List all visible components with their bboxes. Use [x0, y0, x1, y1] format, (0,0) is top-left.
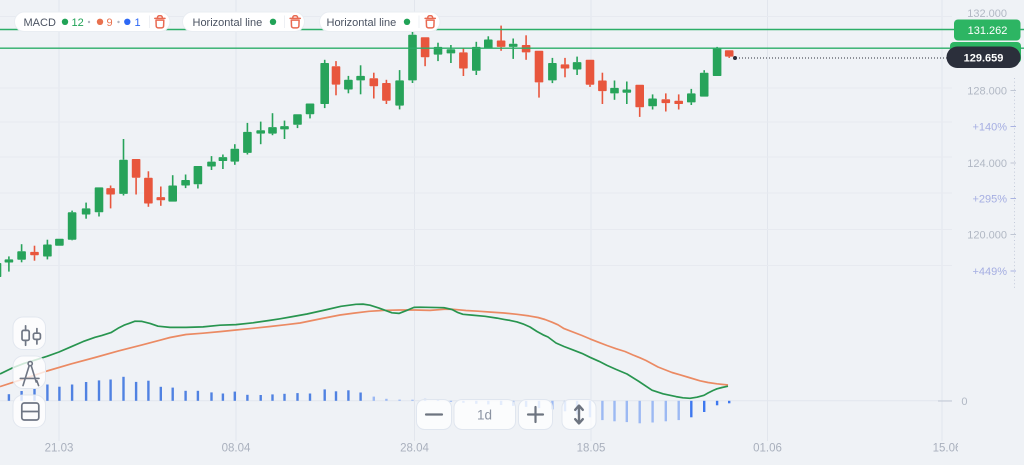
svg-text:1: 1 [135, 17, 141, 29]
svg-text:+140%: +140% [972, 122, 1007, 134]
svg-text:+295%: +295% [972, 194, 1007, 206]
svg-text:18.05: 18.05 [577, 443, 606, 455]
svg-text:08.04: 08.04 [222, 443, 251, 455]
svg-text:129.659: 129.659 [964, 53, 1004, 65]
svg-text:9: 9 [107, 17, 113, 29]
svg-text:120.000: 120.000 [967, 230, 1007, 242]
svg-text:28.04: 28.04 [400, 443, 429, 455]
svg-text:Horizontal line: Horizontal line [193, 17, 263, 29]
svg-text:128.000: 128.000 [967, 86, 1007, 98]
svg-text:124.000: 124.000 [967, 158, 1007, 170]
svg-text:MACD: MACD [24, 17, 56, 29]
svg-text:132.000: 132.000 [967, 8, 1007, 20]
svg-text:0: 0 [961, 396, 967, 408]
svg-text:21.03: 21.03 [45, 443, 74, 455]
svg-text:+449%: +449% [972, 266, 1007, 278]
svg-text:131.262: 131.262 [968, 25, 1008, 37]
svg-text:Horizontal line: Horizontal line [327, 17, 397, 29]
svg-text:1d: 1d [477, 408, 492, 423]
svg-text:15.06: 15.06 [933, 443, 962, 455]
svg-text:12: 12 [72, 17, 84, 29]
svg-text:01.06: 01.06 [753, 443, 782, 455]
